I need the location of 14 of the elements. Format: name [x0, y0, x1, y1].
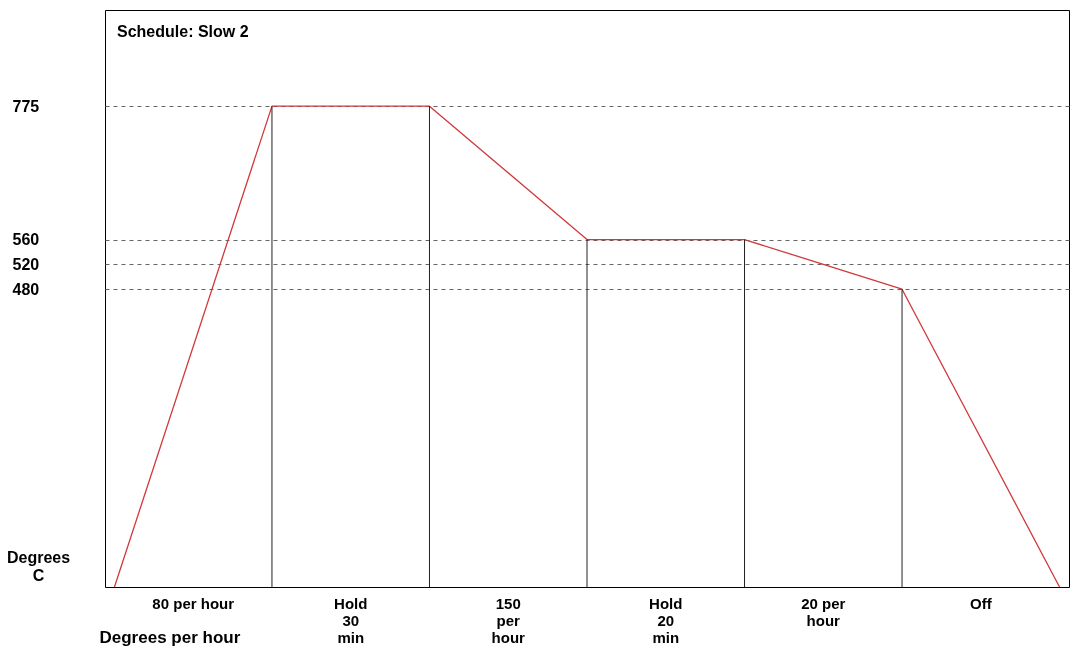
- text: 20 per hour: [801, 595, 846, 629]
- text: Off: [969, 595, 993, 612]
- text: 80 per hour: [152, 595, 235, 612]
- text: 150 per hour: [491, 595, 526, 646]
- text: Schedule: Slow 2: [117, 23, 249, 40]
- y-tick-label: 480: [12, 280, 40, 298]
- line-series: [113, 105, 1061, 588]
- y-tick-label: 775: [12, 97, 40, 115]
- y-tick-label: 520: [12, 255, 40, 273]
- y-tick-label: 560: [12, 231, 40, 249]
- text: Hold 30 min: [334, 595, 368, 646]
- text: Hold 20 min: [649, 595, 683, 646]
- x-axis-title: Degrees per hour: [99, 627, 241, 647]
- y-axis-title: Degrees C: [6, 548, 71, 584]
